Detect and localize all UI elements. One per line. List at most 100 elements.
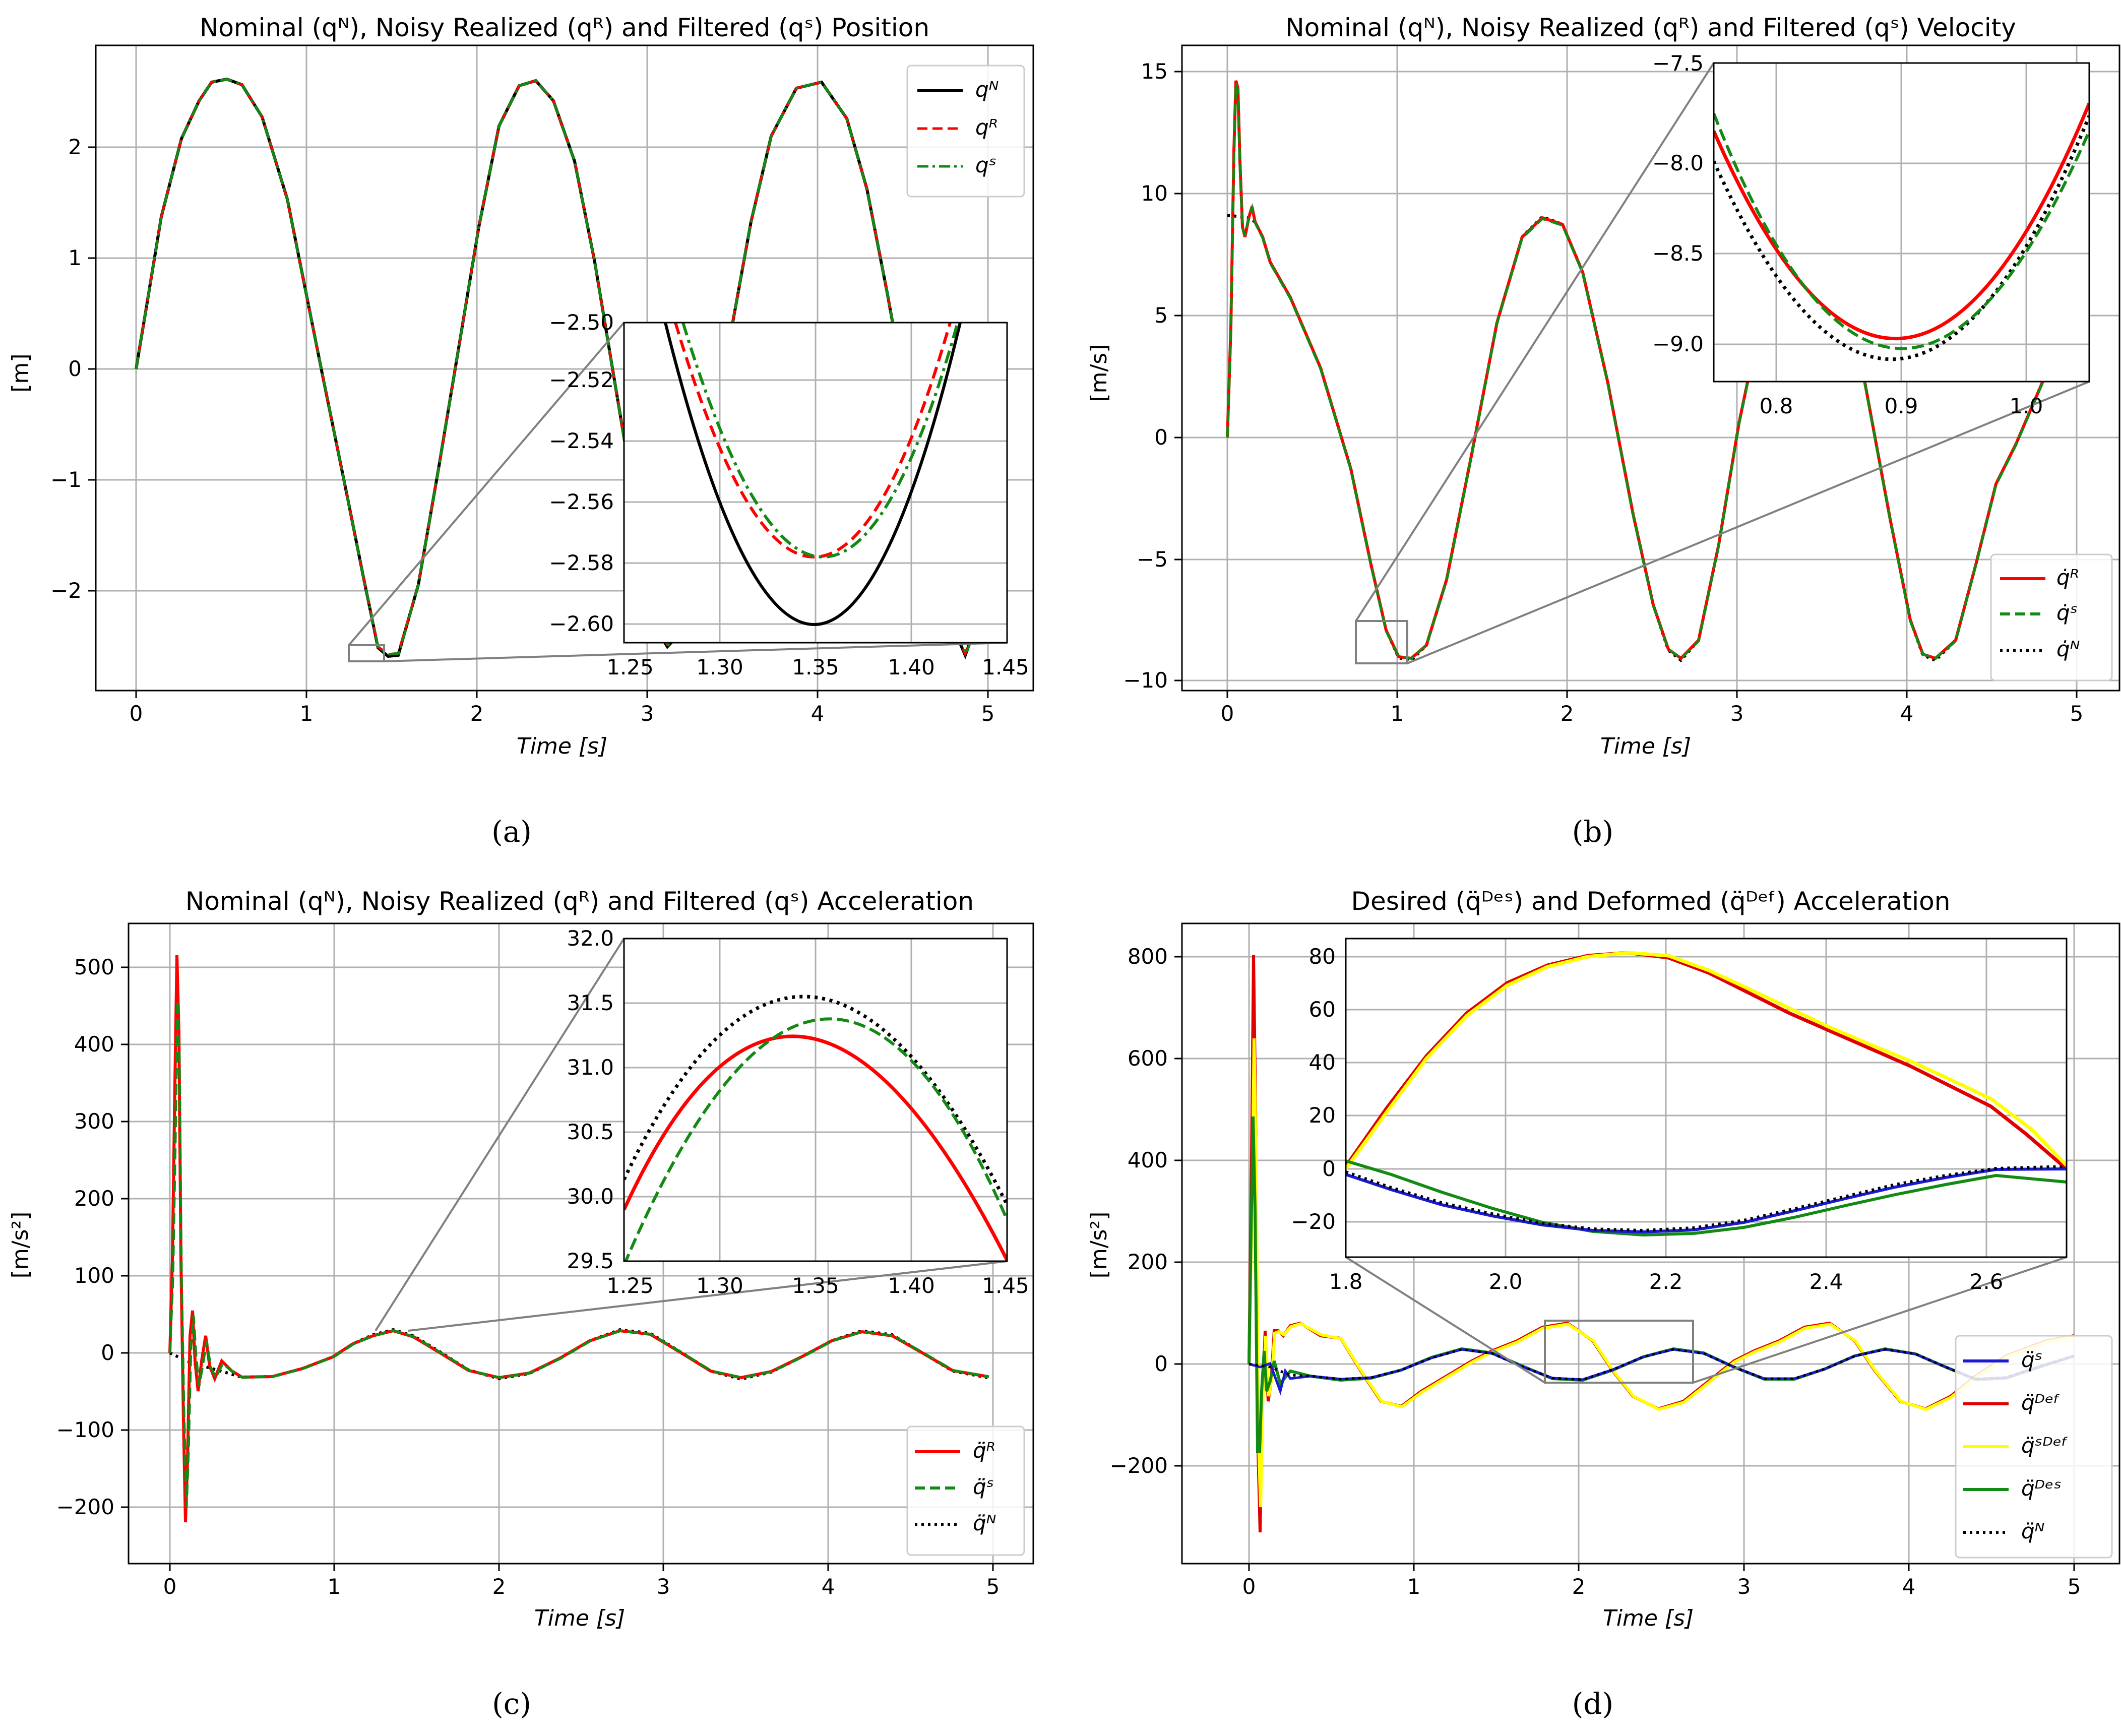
b-legend-label: q̇ᴿ — [2056, 565, 2079, 590]
b-inset-ytick-label: −7.5 — [1652, 51, 1704, 76]
c-legend-label: q̈ᴿ — [973, 1438, 995, 1463]
c-caption: (c) — [492, 1687, 531, 1721]
d-inset-series-qS — [1346, 1167, 2067, 1234]
b-xtick-label: 0 — [1221, 701, 1234, 726]
b-ytick-label: −5 — [1137, 547, 1168, 572]
b-inset-ytick-label: −9.0 — [1652, 332, 1704, 356]
c-xtick-label: 2 — [492, 1574, 506, 1599]
d-legend-label: q̈ˢ — [2021, 1347, 2042, 1372]
a-inset-ytick-label: −2.60 — [549, 611, 614, 636]
d-series-qN — [1249, 1348, 2075, 1381]
d-ytick-label: 0 — [1154, 1351, 1168, 1376]
d-inset-series-qN — [1346, 1165, 2067, 1232]
c-inset-xtick-label: 1.25 — [606, 1273, 654, 1298]
a-inset-series-qR — [674, 323, 952, 559]
panel-b-axes-frame — [1181, 44, 2120, 692]
d-zoom-connector — [1345, 1256, 1546, 1384]
b-xtick-label: 1 — [1391, 701, 1404, 726]
a-legend: qᴺ qᴿ qˢ — [906, 65, 1025, 198]
d-ytick-label: 200 — [1128, 1250, 1168, 1274]
c-ytick-label: 300 — [74, 1109, 114, 1134]
c-ytick-label: 500 — [74, 955, 114, 979]
d-inset-xtick-label: 2.2 — [1649, 1269, 1683, 1294]
c-inset-xtick-label: 1.30 — [696, 1273, 743, 1298]
d-zoom-connector — [1693, 1256, 2067, 1384]
d-inset-series-qDef — [1346, 951, 2067, 1170]
d-inset-ytick-label: 80 — [1309, 944, 1336, 969]
d-zoom-box — [1544, 1320, 1694, 1384]
d-xtick-label: 3 — [1737, 1574, 1751, 1599]
panel-d: Desired (q̈ᴰᵉˢ) and Deformed (q̈ᴰᵉᶠ) Acc… — [1086, 887, 2120, 1721]
c-inset-xtick-label: 1.40 — [888, 1273, 935, 1298]
a-series-qR — [135, 78, 989, 657]
a-inset-xtick-label: 1.35 — [792, 655, 839, 679]
c-inset-xtick-label: 1.45 — [982, 1273, 1029, 1298]
b-xtick-label: 5 — [2070, 701, 2084, 726]
d-ytick-label: 600 — [1128, 1046, 1168, 1071]
a-inset-xtick-label: 1.25 — [606, 655, 654, 679]
a-xtick-label: 4 — [811, 701, 825, 726]
d-ytick-label: −200 — [1110, 1453, 1168, 1478]
d-xtick-label: 4 — [1902, 1574, 1916, 1599]
c-xtick-label: 4 — [822, 1574, 835, 1599]
d-xtick-label: 1 — [1407, 1574, 1421, 1599]
a-xtick-label: 5 — [981, 701, 995, 726]
a-ytick-label: −1 — [50, 467, 82, 492]
d-legend: q̈ˢ q̈ᴰᵉᶠ q̈ˢᴰᵉᶠ q̈ᴰᵉˢ q̈ᴺ — [1955, 1335, 2113, 1559]
b-xlabel: Time [s] — [1600, 733, 1691, 759]
c-inset-ytick-label: 32.0 — [567, 926, 614, 951]
a-inset-xtick-label: 1.30 — [696, 655, 743, 679]
d-inset-xtick-label: 1.8 — [1329, 1269, 1363, 1294]
c-legend: q̈ᴿ q̈ˢ q̈ᴺ — [906, 1425, 1025, 1556]
a-zoom-connector — [348, 322, 625, 646]
d-ytick-label: 400 — [1128, 1148, 1168, 1172]
a-inset-ytick-label: −2.54 — [549, 428, 614, 453]
a-xtick-label: 1 — [300, 701, 314, 726]
b-ytick-label: 15 — [1141, 59, 1168, 84]
panel-c: Nominal (qᴺ), Noisy Realized (qᴿ) and Fi… — [8, 887, 1034, 1721]
b-xtick-label: 4 — [1900, 701, 1914, 726]
c-ylabel: [m/s²] — [8, 1212, 33, 1279]
c-ytick-label: 200 — [74, 1186, 114, 1211]
b-inset-series-qS — [1714, 112, 2089, 350]
c-legend-label: q̈ᴺ — [973, 1511, 996, 1535]
d-legend-label: q̈ˢᴰᵉᶠ — [2021, 1433, 2068, 1458]
b-inset-series-qN — [1714, 115, 2089, 361]
panel-d-axes-frame — [1181, 922, 2120, 1565]
panel-a-title: Nominal (qᴺ), Noisy Realized (qᴿ) and Fi… — [200, 13, 929, 42]
b-zoom-box — [1355, 620, 1408, 664]
a-ytick-label: 2 — [68, 135, 82, 159]
c-xtick-label: 1 — [328, 1574, 341, 1599]
a-caption: (a) — [491, 815, 532, 849]
d-inset-xtick-label: 2.6 — [1970, 1269, 2004, 1294]
b-inset-xtick-label: 1.0 — [2010, 394, 2043, 418]
a-xtick-label: 2 — [470, 701, 484, 726]
a-ylabel: [m] — [8, 353, 33, 392]
b-ytick-label: −10 — [1123, 668, 1168, 693]
b-xtick-label: 3 — [1730, 701, 1744, 726]
d-inset-xtick-label: 2.4 — [1810, 1269, 1843, 1294]
b-legend-label: q̇ˢ — [2056, 600, 2078, 625]
a-xtick-label: 0 — [130, 701, 143, 726]
a-legend-label: qᴺ — [975, 77, 999, 102]
c-inset-ytick-label: 30.0 — [567, 1184, 614, 1209]
d-legend-label: q̈ᴰᵉᶠ — [2021, 1390, 2060, 1415]
b-inset: −9.0 −8.5 −8.0 −7.5 0.8 0.9 1.0 — [1652, 51, 2090, 418]
b-inset-xtick-label: 0.9 — [1885, 394, 1918, 418]
panel-a: Nominal (qᴺ), Noisy Realized (qᴿ) and Fi… — [8, 13, 1034, 849]
a-inset-ytick-label: −2.52 — [549, 367, 614, 392]
c-inset-series-qN — [624, 995, 1007, 1206]
d-inset-ytick-label: 20 — [1309, 1103, 1336, 1128]
c-ytick-label: −200 — [56, 1495, 114, 1519]
a-legend-label: qˢ — [975, 153, 996, 177]
c-inset-series-qR — [624, 1034, 1007, 1261]
a-legend-label: qᴿ — [975, 115, 998, 140]
a-inset: −2.60 −2.58 −2.56 −2.54 −2.52 −2.50 1.25… — [549, 310, 1029, 679]
c-ytick-label: −100 — [56, 1417, 114, 1442]
c-inset: 29.5 30.0 30.5 31.0 31.5 32.0 1.25 1.30 … — [567, 926, 1029, 1298]
c-inset-ytick-label: 29.5 — [567, 1249, 614, 1273]
b-caption: (b) — [1572, 815, 1613, 849]
c-inset-ytick-label: 31.5 — [567, 990, 614, 1015]
a-inset-ytick-label: −2.50 — [549, 310, 614, 335]
d-inset-xtick-label: 2.0 — [1489, 1269, 1523, 1294]
